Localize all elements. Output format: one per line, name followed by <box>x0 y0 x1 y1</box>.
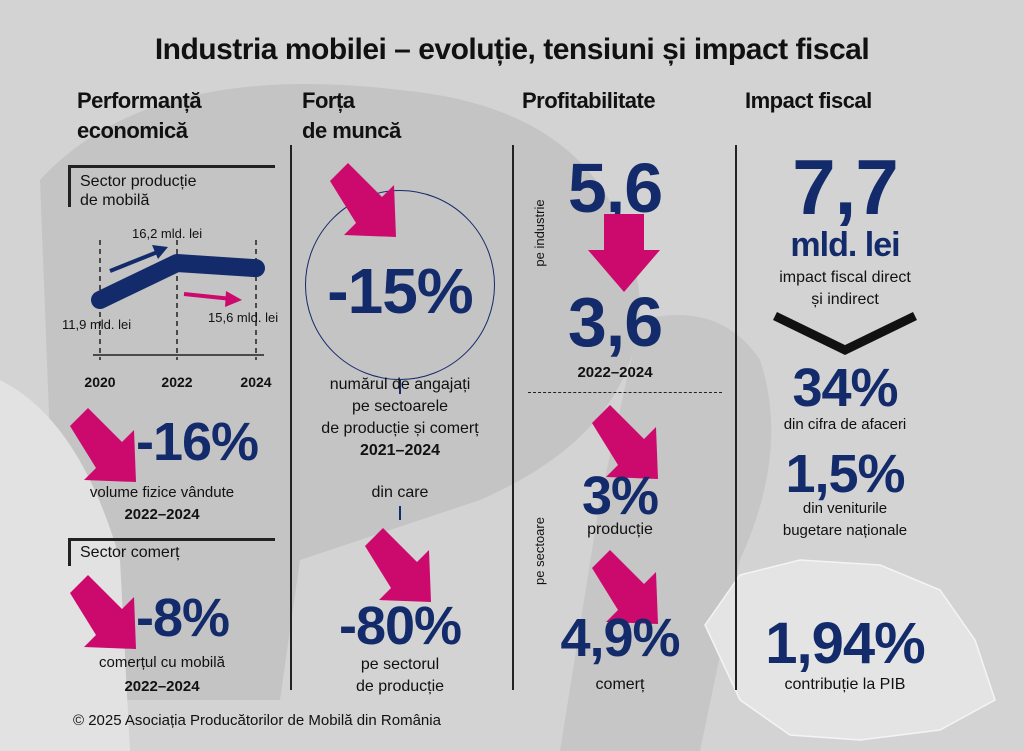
profit-from: 5,6 <box>567 149 663 227</box>
profit-to: 3,6 <box>567 283 663 361</box>
chevron-down-icon <box>773 311 917 356</box>
commerce-period: 2022–2024 <box>124 678 200 695</box>
turnover-value: 34% <box>792 358 898 418</box>
turnover-desc: din cifra de afaceri <box>783 416 907 433</box>
connector <box>399 380 401 394</box>
volume-period: 2022–2024 <box>124 506 200 523</box>
budget-value: 1,5% <box>785 444 905 504</box>
commerce-value: -8% <box>136 588 230 648</box>
heading-workforce: Forța de muncă <box>302 88 401 143</box>
arrow-down-right-icon <box>70 575 136 649</box>
arrow-down-icon <box>588 214 660 292</box>
footer-copyright: © 2025 Asociația Producătorilor de Mobil… <box>73 712 441 729</box>
divider <box>512 145 514 690</box>
series-line <box>91 254 265 309</box>
tick-2022: 2022 <box>161 374 193 390</box>
workforce-circle <box>305 190 495 380</box>
volume-value: -16% <box>136 412 259 472</box>
arrow-right-icon <box>183 291 242 307</box>
budget-desc: din veniturile bugetare naționale <box>782 500 908 539</box>
gdp-desc: contribuție la PIB <box>784 676 906 693</box>
gdp-value: 1,94% <box>765 611 925 676</box>
heading-fiscal: Impact fiscal <box>745 88 872 113</box>
commerce-bracket <box>68 538 275 566</box>
production-label: Sector producție de mobilă <box>80 173 197 209</box>
tick-2024: 2024 <box>240 374 272 390</box>
fiscal-desc: impact fiscal direct și indirect <box>779 269 911 308</box>
production-bracket <box>68 165 275 207</box>
fiscal-value: 7,7 <box>792 143 898 231</box>
arrow-down-right-icon <box>365 528 431 602</box>
heading-profitability: Profitabilitate <box>522 88 656 113</box>
arrow-down-right-icon <box>70 408 136 482</box>
label-2024-value: 15,6 mld. lei <box>208 310 279 325</box>
tick-2020: 2020 <box>84 374 116 390</box>
commerce-label: Sector comerț <box>80 544 180 561</box>
romania-map-icon <box>704 559 996 741</box>
connector <box>399 506 401 520</box>
arrow-down-right-icon <box>330 163 396 237</box>
profit-commerce-value: 4,9% <box>560 608 680 668</box>
of-which-label: din care <box>371 484 429 501</box>
production-chart <box>91 240 265 360</box>
heading-performance: Performanță economică <box>77 88 202 143</box>
workforce-production-value: -80% <box>338 596 462 656</box>
profit-production-label: producție <box>587 521 653 538</box>
divider <box>290 145 292 690</box>
workforce-production-desc: pe sectorul de producție <box>355 656 445 695</box>
label-2022-value: 16,2 mld. lei <box>132 226 203 241</box>
page-title: Industria mobilei – evoluție, tensiuni ș… <box>154 33 870 66</box>
label-2020-value: 11,9 mld. lei <box>62 317 132 332</box>
arrow-up-right-icon <box>109 245 168 273</box>
profit-production-value: 3% <box>581 466 659 526</box>
profit-commerce-label: comerț <box>595 676 645 693</box>
workforce-value: -15% <box>327 255 473 327</box>
profit-period: 2022–2024 <box>577 364 653 381</box>
volume-label: volume fizice vândute <box>89 484 235 501</box>
workforce-desc: numărul de angajați pe sectoarele de produ… <box>321 376 479 459</box>
fiscal-unit: mld. lei <box>790 226 900 264</box>
divider <box>735 145 737 690</box>
commerce-desc: comerțul cu mobilă <box>99 654 225 671</box>
divider-dashed <box>528 392 722 393</box>
